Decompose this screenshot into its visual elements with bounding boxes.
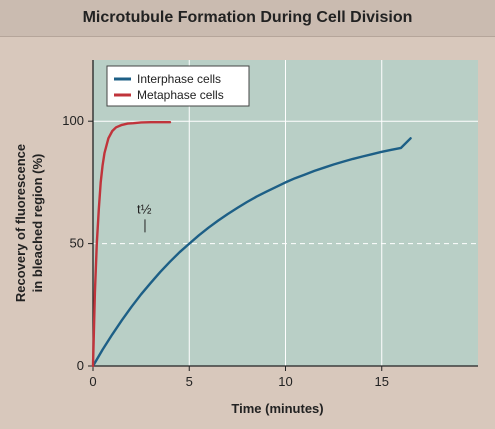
series-lines xyxy=(91,121,412,368)
y-axis-title: Recovery of fluorescence xyxy=(13,144,28,302)
y-tick-label: 100 xyxy=(62,113,84,128)
axis-titles: Time (minutes) Recovery of fluorescence in… xyxy=(13,144,324,416)
x-tick-label: 15 xyxy=(375,374,389,389)
chart-title: Microtubule Formation During Cell Divisi… xyxy=(0,0,495,37)
y-tick-label: 50 xyxy=(70,236,84,251)
series-line-metaphase-cells xyxy=(91,121,172,368)
legend-label: Metaphase cells xyxy=(137,88,224,102)
legend-box xyxy=(106,65,250,107)
series-line-interphase-cells xyxy=(91,137,412,368)
x-axis-title: Time (minutes) xyxy=(231,401,323,416)
x-tick-label: 10 xyxy=(278,374,292,389)
tick-labels: 0 5 10 15 0 50 100 xyxy=(62,113,389,389)
y-axis-title: in bleached region (%) xyxy=(30,154,45,293)
legend: Interphase cells Metaphase cells xyxy=(106,65,250,107)
legend-label: Interphase cells xyxy=(137,72,221,86)
annotations: t½ xyxy=(137,201,152,233)
annotation-label: t½ xyxy=(137,201,152,216)
x-tick-label: 5 xyxy=(186,374,193,389)
y-tick-label: 0 xyxy=(77,358,84,373)
x-tick-label: 0 xyxy=(89,374,96,389)
